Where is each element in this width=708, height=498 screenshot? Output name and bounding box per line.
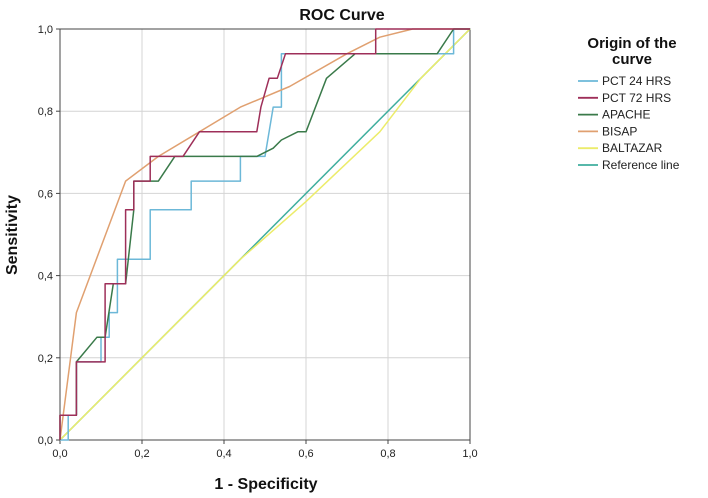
legend-title-line-1: Origin of the [587, 35, 676, 52]
plot-frame [59, 28, 471, 441]
legend-label-apache: APACHE [602, 108, 650, 122]
series-line-pct-72-hrs [59, 28, 470, 440]
y-axis-ticks: 0,0 0,2 0,4 0,6 0,8 1,0 [38, 24, 60, 447]
x-tick-label: 0,4 [216, 448, 231, 460]
chart-title: ROC Curve [299, 7, 384, 24]
x-axis-ticks: 0,0 0,2 0,4 0,6 0,8 1,0 [52, 440, 478, 460]
legend-label-bisap: BISAP [602, 124, 637, 138]
series-lines [59, 28, 471, 441]
legend-label-pct-24-hrs: PCT 24 HRS [602, 74, 671, 88]
y-tick-label: 0,2 [38, 353, 53, 365]
legend-items: PCT 24 HRS PCT 72 HRS APACHE BISAP BALTAZAR R… [578, 74, 680, 172]
legend-title-line-2: curve [612, 51, 652, 68]
y-tick-label: 0,6 [38, 188, 53, 200]
y-tick-label: 0,4 [38, 271, 53, 283]
legend-label-reference-line: Reference line [602, 158, 680, 172]
x-tick-label: 0,0 [52, 448, 67, 460]
y-tick-label: 0,8 [38, 106, 53, 118]
x-tick-label: 0,2 [134, 448, 149, 460]
y-tick-label: 1,0 [38, 24, 53, 36]
grid-lines [60, 29, 470, 440]
y-tick-label: 0,0 [38, 435, 53, 447]
series-line-bisap [59, 28, 470, 441]
x-tick-label: 0,8 [380, 448, 395, 460]
x-axis-title: 1 - Specificity [214, 476, 317, 493]
legend-label-baltazar: BALTAZAR [602, 141, 663, 155]
x-tick-label: 1,0 [462, 448, 477, 460]
legend-label-pct-72-hrs: PCT 72 HRS [602, 91, 671, 105]
legend: Origin of the curve PCT 24 HRS PCT 72 HRS… [578, 35, 680, 172]
x-tick-label: 0,6 [298, 448, 313, 460]
y-axis-title: Sensitivity [4, 195, 21, 275]
